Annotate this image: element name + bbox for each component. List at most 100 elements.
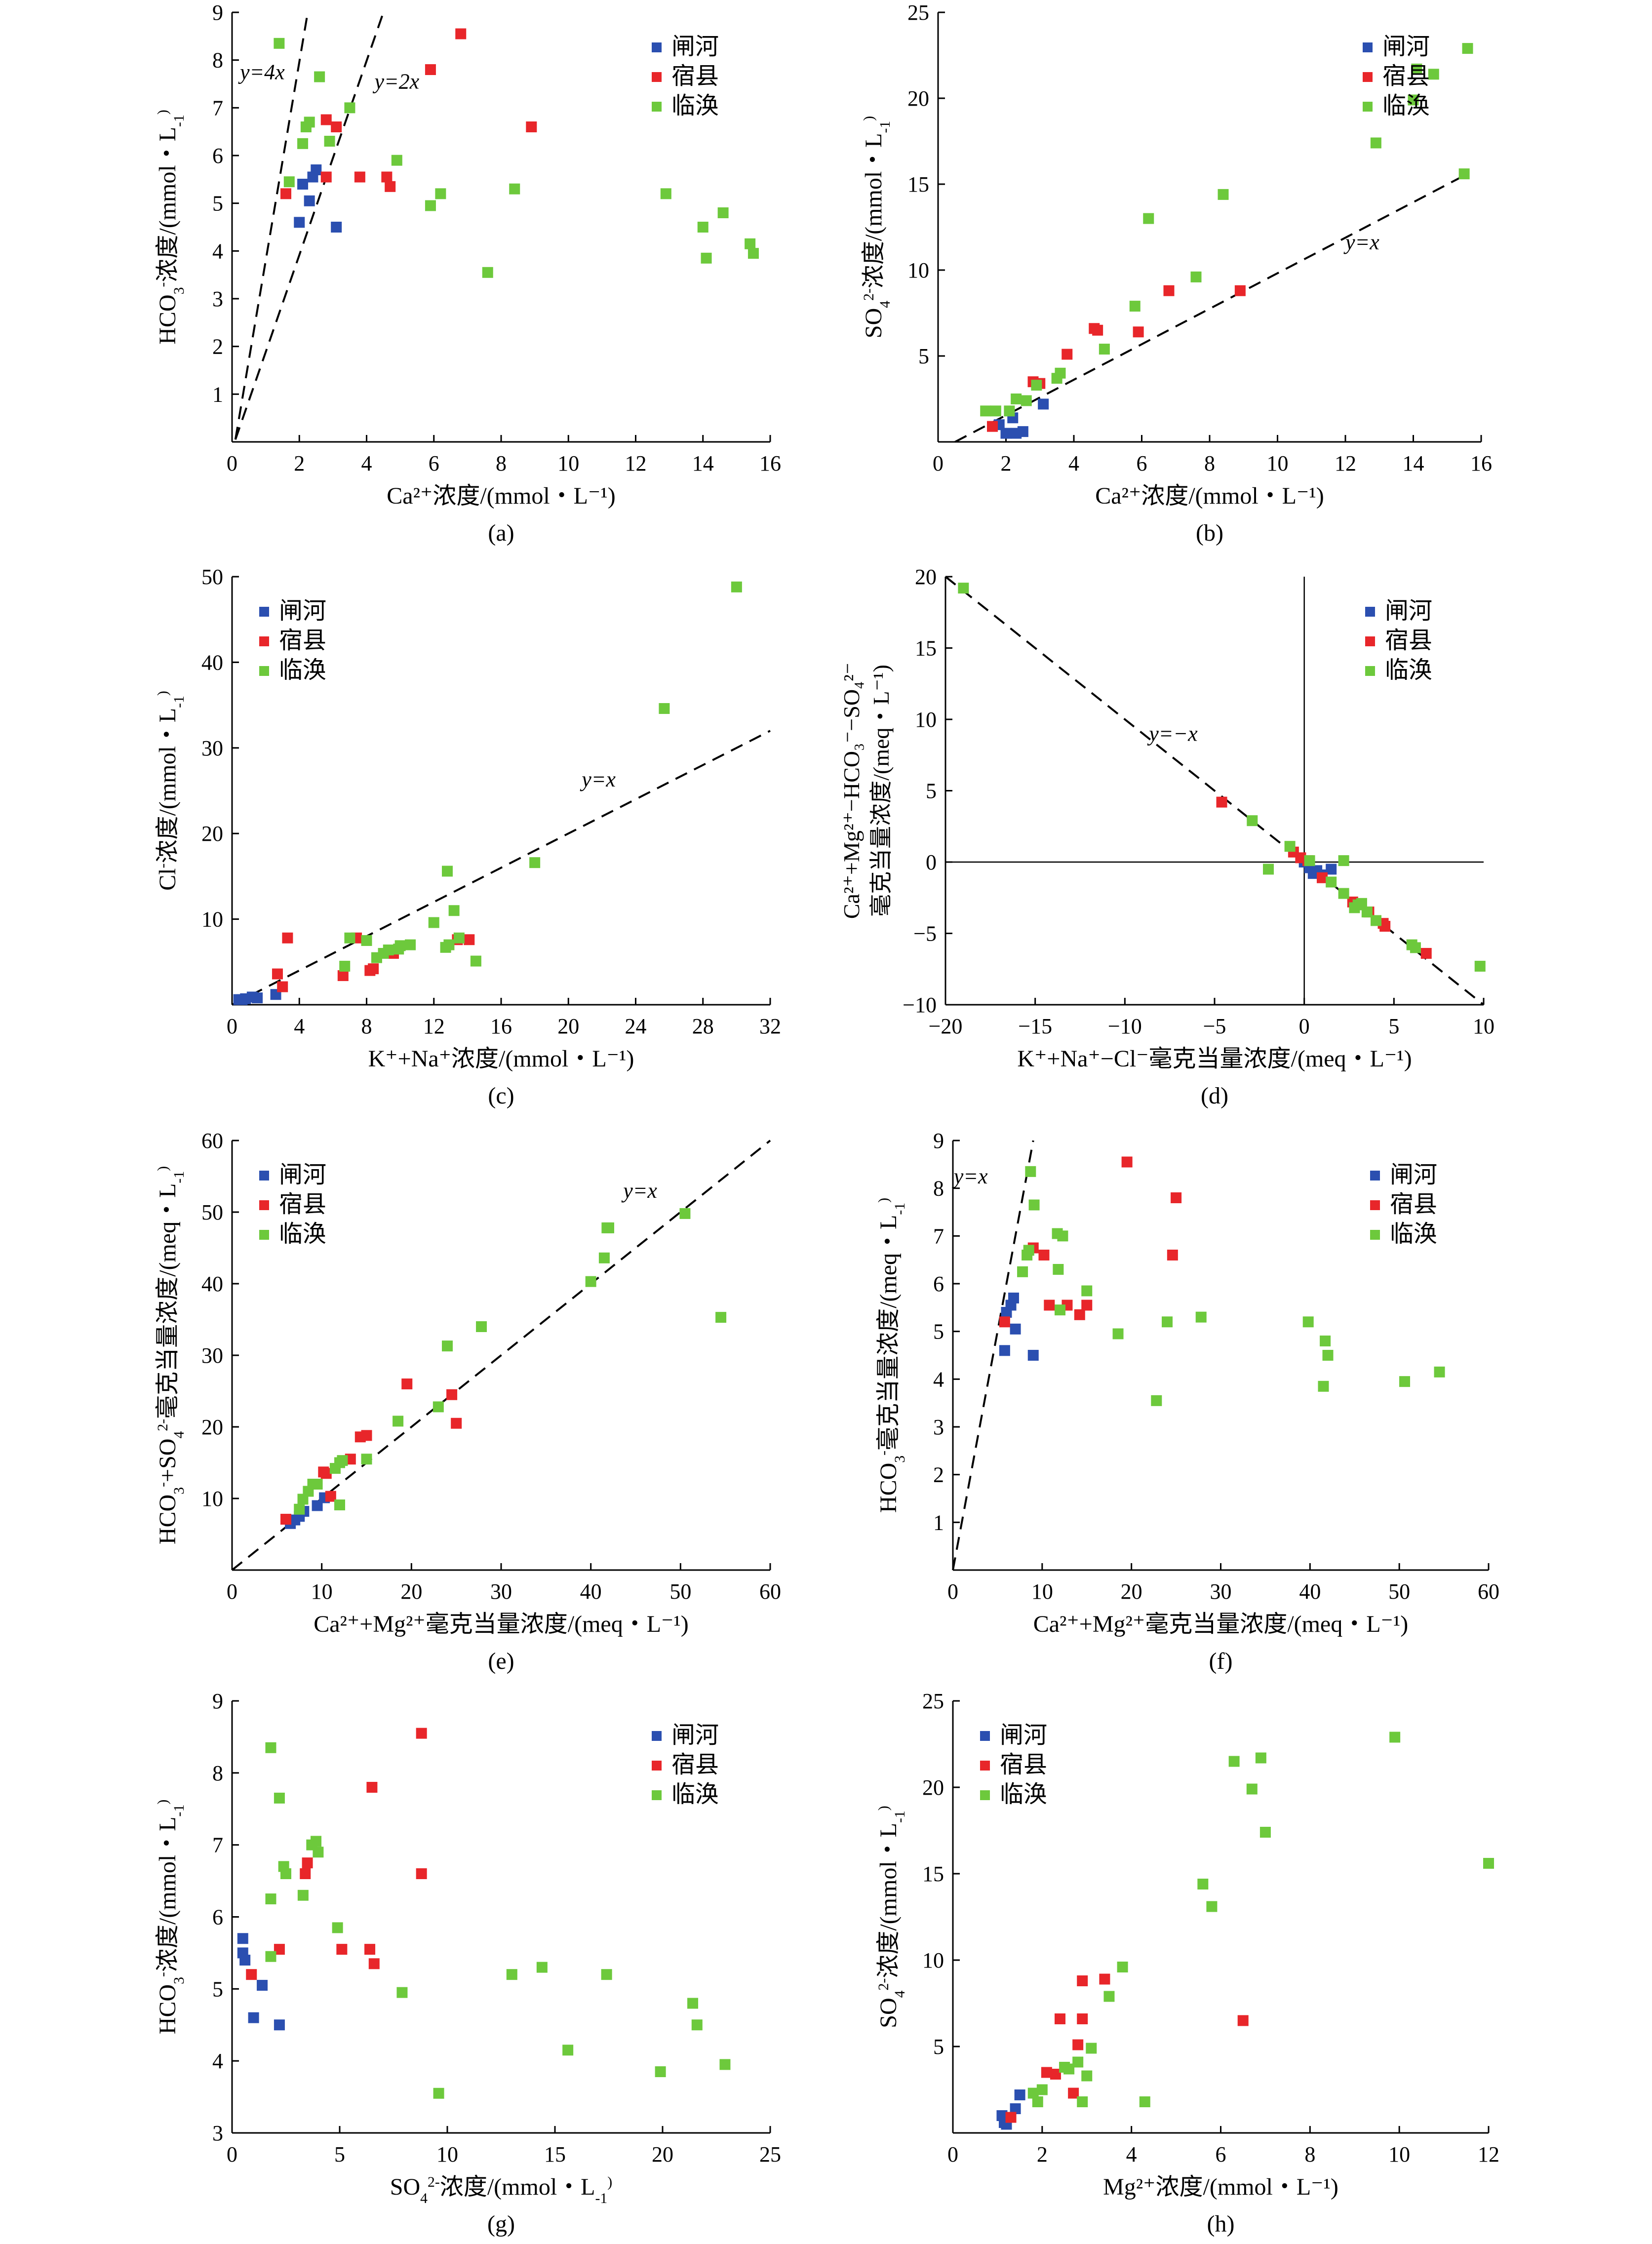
y-axis-label-line1: Ca²⁺+Mg²⁺−HCO₃⁻−SO₄²⁻ [839,663,864,919]
y-tick-label: 2 [212,335,223,359]
data-point [482,267,493,278]
x-tick-label: 10 [557,451,579,475]
data-point [691,2019,703,2031]
data-point [1190,271,1202,282]
reference-line [952,1140,1034,1571]
axis-label: SO42-浓度/(mmol・L-1) [390,2174,612,2206]
x-tick-label: 60 [759,1579,781,1604]
x-tick-label: 12 [1335,451,1356,475]
data-point [1302,1316,1314,1328]
data-point [1038,1250,1050,1260]
data-point [385,181,396,192]
legend-swatch [259,1200,269,1210]
data-point [1000,428,1012,439]
data-point [1139,2096,1150,2107]
data-point [980,405,991,417]
data-point [294,1503,305,1515]
legend-swatch [1365,607,1375,617]
y-tick-label: −5 [913,922,937,946]
data-point [745,238,756,249]
data-point [325,1491,336,1502]
legend-swatch [1363,42,1373,52]
label-superscript: ) [607,2174,612,2190]
data-point [283,176,295,188]
x-tick-label: 40 [1299,1579,1321,1604]
data-point [1014,2089,1025,2100]
axis-label: SO42-浓度/(mmol・L-1) [861,116,893,338]
x-tick-label: 16 [759,451,781,475]
data-point [701,252,712,264]
series-1 [987,285,1246,432]
data-point [1004,405,1015,417]
data-point [1072,2056,1084,2068]
y-tick-label: 7 [933,1224,944,1248]
label-superscript: ) [155,110,171,115]
x-tick-label: 14 [692,451,714,475]
data-point [1129,301,1141,312]
legend-swatch [259,636,269,646]
data-point [274,38,285,49]
x-tick-label: 0 [947,2142,958,2166]
reference-line [954,174,1465,443]
label-part: HCO [155,1984,181,2034]
data-point [660,188,671,199]
label-part: 浓度/(mmol・L [875,1823,902,1978]
label-superscript: ) [875,1806,892,1811]
data-point [1356,898,1367,909]
series-1 [1005,1973,1249,2123]
data-point [509,183,520,195]
data-point [1162,1316,1173,1328]
data-point [1038,398,1049,410]
data-point [344,932,355,944]
x-tick-label: −10 [1108,1014,1142,1038]
data-point [1008,1293,1019,1303]
legend-swatch [1365,666,1375,676]
y-tick-label: 4 [212,2049,223,2073]
y-tick-label: 20 [201,1415,223,1439]
data-point [1121,1156,1133,1168]
label-subscript: -1 [892,1203,908,1215]
x-tick-label: 20 [557,1014,579,1038]
data-point [274,1792,285,1804]
label-subscript: -1 [595,2190,607,2206]
x-tick-label: 2 [1001,451,1012,475]
data-point [274,1944,285,1955]
data-point [1081,2070,1093,2082]
x-tick-label: 4 [1068,451,1079,475]
data-point [257,1980,268,1991]
y-tick-label: 40 [201,1272,223,1296]
data-point [272,968,283,980]
data-point [277,981,288,992]
legend-label: 临涣 [1000,1781,1047,1808]
reference-line [234,12,309,440]
data-point [1044,1299,1055,1311]
x-tick-label: 30 [1210,1579,1232,1604]
x-tick-label: 25 [759,2142,781,2166]
data-point [383,945,394,956]
y-tick-label: 9 [212,0,223,25]
panel-caption: (d) [1201,1083,1228,1109]
y-tick-label: 25 [907,0,929,25]
data-point [344,102,355,114]
label-superscript: - [155,1972,171,1977]
y-tick-label: 3 [212,287,223,311]
data-point [1326,876,1337,888]
panel-caption: (c) [488,1083,514,1109]
label-superscript: 2- [428,2174,440,2190]
y-tick-label: 3 [933,1415,944,1439]
legend-swatch [1363,102,1373,112]
data-point [1053,1264,1064,1275]
label-superscript: 2- [155,1419,171,1431]
series-0 [999,1293,1039,1361]
data-point [536,1962,548,1973]
data-point [393,1416,404,1427]
label-subscript: 4 [420,2190,428,2206]
data-point [311,164,322,175]
data-point [433,2087,444,2099]
legend-swatch [259,607,269,617]
data-point [990,405,1001,417]
